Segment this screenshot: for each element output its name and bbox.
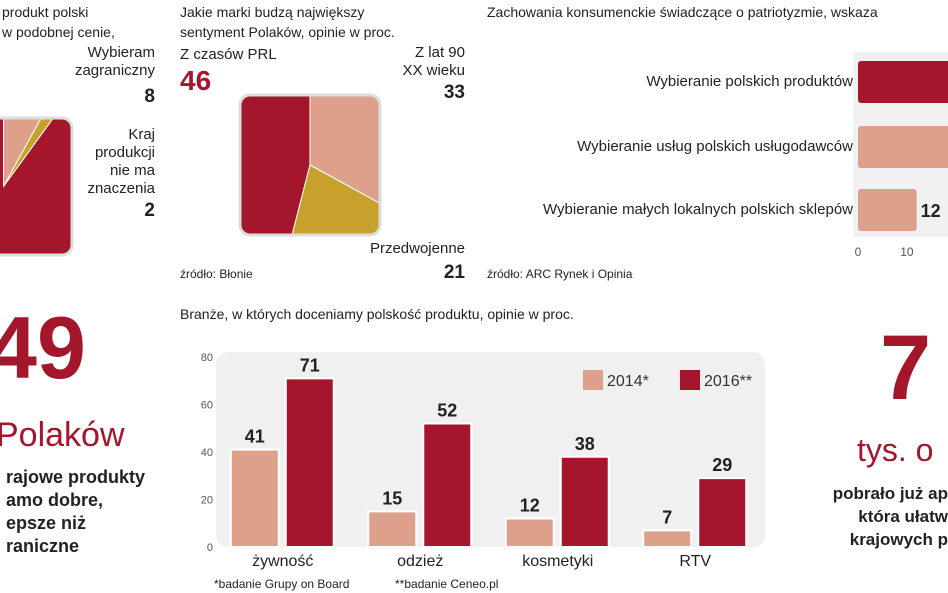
big-label: Polaków [0,416,125,454]
value-label: 12 [921,201,941,221]
slice-label: Z lat 90 XX wieku [402,44,465,79]
x-tick-label: 10 [900,245,914,259]
bar [229,448,280,548]
value-label: 38 [575,434,595,454]
value-label: 7 [662,507,672,527]
bar [559,455,610,548]
chart-title: Jakie marki budzą największy sentyment P… [180,4,395,40]
slice-label: Wybieram zagraniczny [74,44,155,79]
value-label: 41 [245,427,265,447]
big-number: 49 [0,298,86,397]
right-number: 7 [880,317,932,419]
legend-label: 2016** [704,373,752,390]
legend-swatch [583,370,603,390]
y-tick-label: Wybieranie polskich produktów [646,73,853,90]
y-tick-label: 80 [201,352,213,364]
right-label: tys. o [857,432,934,468]
bar [858,61,948,103]
footnote: **badanie Ceneo.pl [395,577,499,591]
x-tick-label: kosmetyki [522,553,594,570]
slice-value: 46 [180,65,212,96]
pie-frame [238,93,382,237]
bar [642,529,693,548]
y-tick-label: 40 [201,447,213,459]
bar [422,422,473,548]
footnote: *badanie Grupy on Board [214,577,350,591]
x-tick-label: 0 [855,245,862,259]
legend-label: 2014* [607,373,649,390]
bar [367,510,418,548]
pie-slice [3,118,71,187]
source: źródło: Błonie [180,267,253,281]
slice-value: 2 [144,200,155,221]
value-label: 52 [437,401,457,421]
y-tick-label: 60 [201,400,213,412]
y-tick-label: Wybieranie usług polskich usługodawców [577,138,853,155]
right-description: pobrało już ap która ułatw krajowych p [832,484,948,549]
y-tick-label: Wybieranie małych lokalnych polskich skl… [543,201,853,218]
pie-frame [0,116,74,257]
value-label: 71 [300,355,320,375]
value-label: 15 [382,488,402,508]
slice-label: Kraj produkcji nie ma znaczenia [87,126,155,197]
bar [858,189,917,231]
slice-label: Przedwojenne [369,240,465,257]
bars [858,61,948,231]
plot-background [216,352,765,547]
bar [858,126,948,168]
source: źródło: ARC Rynek i Opinia [487,267,633,281]
legend-swatch [680,370,700,390]
x-tick-label: odzież [397,553,444,570]
chart-title: Zachowania konsumenckie świadczące o pat… [487,4,878,20]
bar [504,517,555,548]
slice-label: Z czasów PRL [180,46,277,63]
pie-slice [3,118,72,187]
slice-value: 21 [443,262,465,283]
slice-value: 8 [144,86,155,107]
x-tick-label: RTV [679,553,712,570]
value-label: 29 [712,455,732,475]
slice-value: 33 [443,82,465,103]
y-tick-label: 0 [207,542,213,554]
big-description: rajowe produkty amo dobre, epsze niż ran… [6,467,146,556]
bar [284,377,335,548]
intro-text: produkt polski w podobnej cenie, [2,4,115,40]
chart-title: Branże, w których doceniamy polskość pro… [180,306,574,322]
x-tick-label: żywność [252,553,314,570]
value-label: 12 [520,496,540,516]
bar [697,477,748,548]
y-tick-label: 20 [201,495,213,507]
